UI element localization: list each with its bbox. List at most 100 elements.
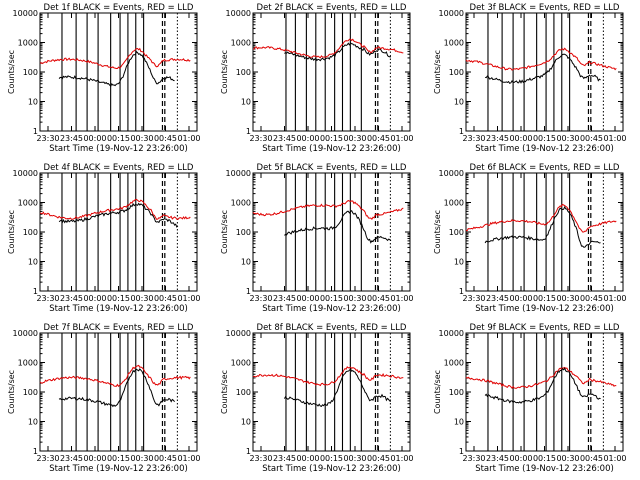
lld-series-line [39, 198, 191, 220]
y-tick-label: 100 [23, 68, 38, 77]
events-series-line [283, 368, 392, 408]
detector-panel-9: Det 9f BLACK = Events, RED = LLD 1 10 100 10… [433, 323, 627, 474]
y-tick-label: 1000 [231, 359, 251, 368]
y-tick-label: 10000 [226, 169, 251, 178]
x-tick-label: 23:45 [486, 454, 509, 463]
x-tick-label: 23:30 [249, 294, 272, 303]
x-tick-label: 00:00 [296, 454, 319, 463]
x-tick-label: 01:00 [390, 134, 413, 143]
y-tick-label: 10 [454, 98, 464, 107]
detector-panel-5: Det 5f BLACK = Events, RED = LLD 1 10 100 10… [220, 163, 414, 314]
x-axis-label: Start Time (19-Nov-12 23:26:00) [49, 464, 188, 474]
x-tick-label: 00:15 [533, 134, 556, 143]
x-tick-label: 00:30 [343, 454, 366, 463]
x-tick-label: 23:45 [273, 294, 296, 303]
x-tick-label: 01:00 [390, 454, 413, 463]
y-tick-label: 10000 [439, 169, 464, 178]
y-tick-label: 1000 [444, 199, 464, 208]
plot-frame [252, 12, 411, 132]
x-tick-label: 01:00 [177, 134, 200, 143]
y-axis-label: Counts/sec [220, 50, 229, 94]
panel-title: Det 5f BLACK = Events, RED = LLD [257, 163, 407, 173]
panel-title: Det 2f BLACK = Events, RED = LLD [257, 3, 407, 13]
x-tick-label: 00:15 [107, 294, 130, 303]
y-axis-label: Counts/sec [220, 210, 229, 254]
x-tick-label: 23:30 [36, 294, 59, 303]
x-tick-label: 00:45 [154, 134, 177, 143]
detector-panel-3: Det 3f BLACK = Events, RED = LLD 1 10 100 10… [433, 3, 627, 154]
x-tick-label: 00:45 [580, 454, 603, 463]
x-axis-label: Start Time (19-Nov-12 23:26:00) [475, 304, 614, 314]
x-tick-label: 00:30 [556, 454, 579, 463]
x-axis-label: Start Time (19-Nov-12 23:26:00) [262, 464, 401, 474]
y-tick-label: 1 [33, 447, 38, 456]
y-tick-label: 1000 [18, 359, 38, 368]
y-tick-label: 100 [23, 228, 38, 237]
x-tick-label: 23:30 [462, 134, 485, 143]
x-tick-label: 00:30 [343, 134, 366, 143]
x-tick-label: 00:15 [320, 454, 343, 463]
x-axis-label: Start Time (19-Nov-12 23:26:00) [49, 144, 188, 154]
y-axis-label: Counts/sec [433, 370, 442, 414]
x-axis-label: Start Time (19-Nov-12 23:26:00) [262, 144, 401, 154]
x-tick-label: 00:15 [107, 454, 130, 463]
x-tick-label: 00:00 [509, 134, 532, 143]
y-tick-label: 1 [246, 127, 251, 136]
y-axis-label: Counts/sec [7, 370, 16, 414]
x-tick-label: 01:00 [603, 294, 626, 303]
x-axis-label: Start Time (19-Nov-12 23:26:00) [475, 144, 614, 154]
panel-title: Det 3f BLACK = Events, RED = LLD [470, 3, 620, 13]
panel-title: Det 4f BLACK = Events, RED = LLD [44, 163, 194, 173]
y-tick-label: 10 [454, 258, 464, 267]
y-axis-label: Counts/sec [433, 50, 442, 94]
plot-frame [252, 172, 411, 292]
y-axis-label: Counts/sec [433, 210, 442, 254]
x-tick-label: 00:15 [320, 134, 343, 143]
events-series-line [484, 205, 601, 248]
y-tick-label: 10 [28, 98, 38, 107]
y-tick-label: 10000 [439, 9, 464, 18]
detector-panel-7: Det 7f BLACK = Events, RED = LLD 1 10 100 10… [7, 323, 201, 474]
x-tick-label: 00:45 [580, 294, 603, 303]
x-axis-label: Start Time (19-Nov-12 23:26:00) [475, 464, 614, 474]
y-tick-label: 1000 [231, 199, 251, 208]
y-axis-label: Counts/sec [7, 50, 16, 94]
events-series-line [58, 50, 175, 88]
lld-series-line [465, 366, 617, 390]
x-tick-label: 00:45 [580, 134, 603, 143]
events-series-line [58, 368, 175, 408]
y-tick-label: 100 [23, 388, 38, 397]
x-tick-label: 01:00 [177, 454, 200, 463]
plot-frame [39, 172, 198, 292]
y-tick-label: 1000 [18, 39, 38, 48]
x-tick-label: 01:00 [390, 294, 413, 303]
x-tick-label: 00:45 [367, 294, 390, 303]
lld-series-line [252, 38, 404, 59]
x-tick-label: 00:00 [83, 454, 106, 463]
x-tick-label: 00:00 [509, 294, 532, 303]
events-series-line [484, 53, 601, 85]
panel-title: Det 6f BLACK = Events, RED = LLD [470, 163, 620, 173]
y-tick-label: 10 [454, 418, 464, 427]
y-tick-label: 100 [449, 228, 464, 237]
x-tick-label: 00:45 [154, 294, 177, 303]
y-tick-label: 100 [449, 68, 464, 77]
detector-panel-1: Det 1f BLACK = Events, RED = LLD 1 10 100 10… [7, 3, 201, 154]
x-tick-label: 01:00 [603, 454, 626, 463]
panel-title: Det 9f BLACK = Events, RED = LLD [470, 323, 620, 333]
x-tick-label: 00:15 [533, 454, 556, 463]
y-tick-label: 10000 [226, 329, 251, 338]
x-tick-label: 00:00 [83, 294, 106, 303]
detector-panel-8: Det 8f BLACK = Events, RED = LLD 1 10 100 10… [220, 323, 414, 474]
panel-title: Det 7f BLACK = Events, RED = LLD [44, 323, 194, 333]
panel-title: Det 1f BLACK = Events, RED = LLD [44, 3, 194, 13]
events-series-line [284, 42, 391, 62]
x-tick-label: 00:00 [83, 134, 106, 143]
x-tick-label: 01:00 [177, 294, 200, 303]
plot-frame [465, 12, 624, 132]
y-tick-label: 1 [33, 287, 38, 296]
lld-series-line [39, 364, 191, 388]
x-tick-label: 00:30 [130, 454, 153, 463]
y-tick-label: 1 [459, 127, 464, 136]
x-tick-label: 00:30 [130, 294, 153, 303]
